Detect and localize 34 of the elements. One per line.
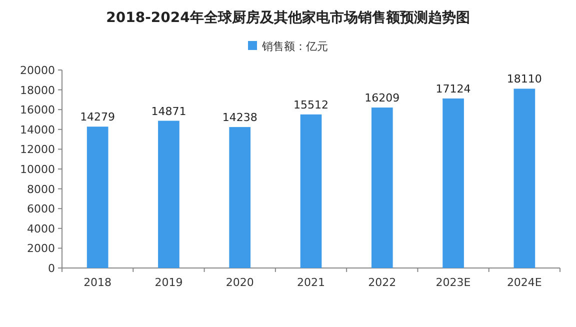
y-tick-label: 10000 (20, 163, 55, 176)
bar (442, 98, 464, 268)
bar (371, 108, 393, 268)
y-tick-label: 2000 (27, 242, 55, 256)
bar (514, 88, 536, 268)
y-tick-label: 18000 (20, 84, 55, 97)
x-tick-label: 2024E (506, 276, 542, 289)
data-label: 18110 (506, 72, 542, 86)
y-tick-label: 14000 (20, 123, 55, 136)
data-label: 14871 (151, 104, 186, 118)
y-tick-label: 0 (48, 262, 55, 275)
bar (229, 127, 251, 268)
x-tick-label: 2022 (368, 276, 396, 289)
data-label: 14279 (80, 110, 116, 124)
x-tick-label: 2023E (436, 276, 471, 289)
chart-title: 2018-2024年全球厨房及其他家电市场销售额预测趋势图 (106, 9, 470, 26)
legend-label: 销售额：亿元 (261, 40, 328, 53)
x-tick-label: 2018 (84, 276, 112, 289)
y-tick-label: 20000 (20, 64, 55, 77)
data-label: 15512 (294, 98, 328, 112)
bar (86, 126, 108, 268)
y-tick-label: 12000 (20, 143, 55, 156)
data-label: 16209 (364, 92, 400, 105)
y-tick-label: 6000 (27, 202, 55, 216)
x-tick-label: 2019 (154, 276, 183, 289)
data-label: 17124 (436, 82, 471, 96)
y-tick-label: 16000 (20, 104, 55, 117)
x-tick-label: 2020 (226, 276, 254, 289)
y-tick-label: 4000 (27, 222, 55, 236)
bar (300, 114, 322, 268)
x-tick-label: 2021 (297, 276, 325, 289)
bar (158, 120, 180, 268)
data-label: 14238 (222, 111, 258, 124)
y-tick-label: 8000 (27, 182, 55, 196)
